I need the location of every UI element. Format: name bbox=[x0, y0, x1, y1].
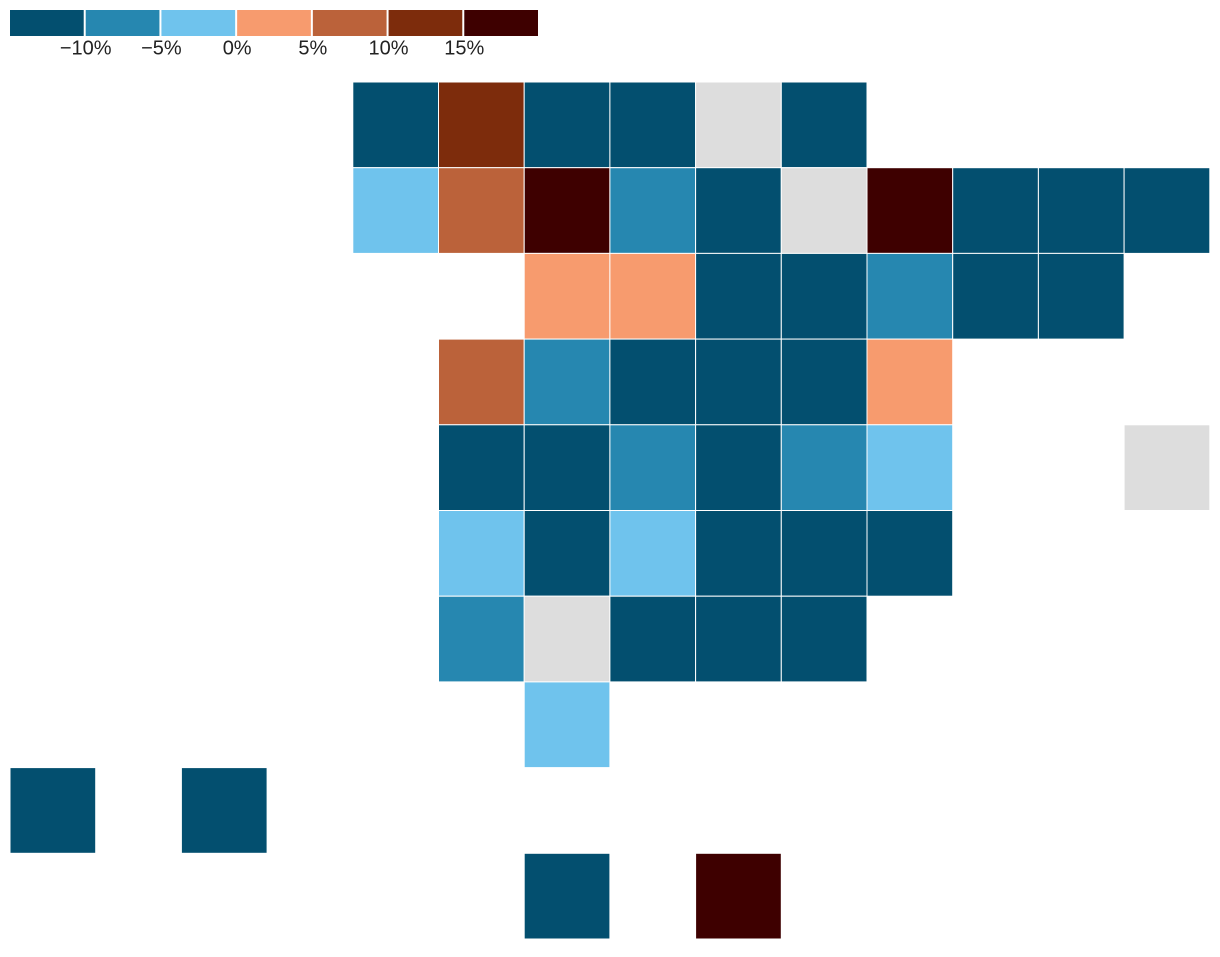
tile bbox=[9, 767, 97, 854]
tile bbox=[523, 510, 611, 597]
tile bbox=[866, 167, 954, 254]
tile bbox=[523, 81, 611, 169]
tile bbox=[609, 424, 697, 511]
tile bbox=[438, 595, 525, 683]
tile bbox=[352, 167, 439, 254]
legend-label: 0% bbox=[223, 37, 252, 59]
tile bbox=[695, 338, 782, 426]
tile bbox=[352, 81, 439, 169]
tile bbox=[695, 510, 782, 597]
tile bbox=[523, 595, 611, 683]
tile bbox=[695, 252, 782, 340]
tile bbox=[780, 595, 868, 683]
tile bbox=[952, 252, 1039, 340]
tile bbox=[180, 767, 268, 854]
tile bbox=[438, 424, 525, 511]
legend-label: 5% bbox=[298, 37, 327, 59]
tile bbox=[695, 424, 782, 511]
legend-swatch bbox=[85, 10, 160, 36]
tile bbox=[952, 167, 1039, 254]
tile bbox=[609, 167, 697, 254]
tile bbox=[780, 338, 868, 426]
tile bbox=[523, 681, 611, 769]
tile bbox=[523, 338, 611, 426]
tile bbox=[866, 338, 954, 426]
legend-swatch bbox=[388, 10, 463, 36]
tile bbox=[780, 81, 868, 169]
tile bbox=[609, 252, 697, 340]
tile bbox=[1037, 252, 1125, 340]
tile bbox=[609, 595, 697, 683]
legend-swatch bbox=[312, 10, 387, 36]
tile bbox=[780, 424, 868, 511]
tile bbox=[438, 167, 525, 254]
tile bbox=[695, 852, 782, 940]
tile bbox=[609, 338, 697, 426]
legend-swatch bbox=[10, 10, 84, 36]
tile bbox=[780, 510, 868, 597]
tile bbox=[780, 252, 868, 340]
tile bbox=[609, 510, 697, 597]
tile bbox=[523, 424, 611, 511]
tile bbox=[1037, 167, 1125, 254]
tile bbox=[438, 81, 525, 169]
tile bbox=[866, 510, 954, 597]
tile bbox=[523, 167, 611, 254]
legend-label: −10% bbox=[60, 37, 112, 59]
legend-label: 10% bbox=[369, 37, 409, 59]
tile bbox=[695, 595, 782, 683]
tile bbox=[609, 81, 697, 169]
tile bbox=[695, 81, 782, 169]
tile bbox=[1123, 167, 1211, 254]
tile bbox=[438, 510, 525, 597]
legend-swatch bbox=[464, 10, 538, 36]
tile bbox=[780, 167, 868, 254]
tile bbox=[523, 852, 611, 940]
legend-label: 15% bbox=[444, 37, 484, 59]
legend-label: −5% bbox=[141, 37, 182, 59]
legend-swatch bbox=[161, 10, 236, 36]
tile bbox=[1123, 424, 1211, 511]
tile bbox=[438, 338, 525, 426]
tile bbox=[523, 252, 611, 340]
legend-swatch bbox=[237, 10, 311, 36]
tile bbox=[866, 252, 954, 340]
tile bbox=[695, 167, 782, 254]
tile bbox=[866, 424, 954, 511]
